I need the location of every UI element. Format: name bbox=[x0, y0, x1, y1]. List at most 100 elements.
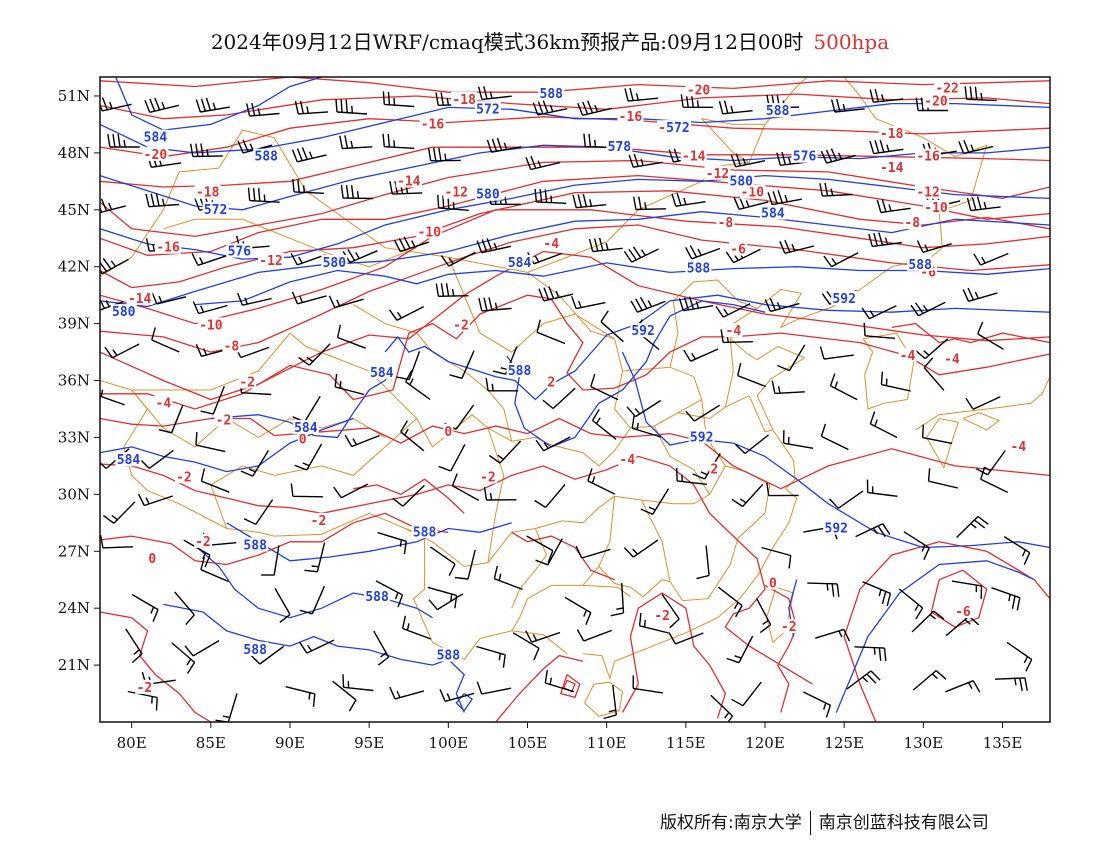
height-label: 580 bbox=[323, 256, 347, 271]
boundary-line bbox=[511, 528, 548, 609]
height-label-bg bbox=[664, 120, 691, 135]
height-label: 588 bbox=[243, 539, 267, 554]
height-label: 588 bbox=[508, 364, 532, 379]
wind-barb bbox=[779, 239, 815, 254]
wind-barb bbox=[393, 236, 430, 253]
height-label: 584 bbox=[761, 207, 785, 222]
boundary-line bbox=[163, 218, 417, 268]
height-label-bg bbox=[538, 86, 565, 101]
wind-barb bbox=[512, 632, 540, 661]
height-label: 588 bbox=[413, 525, 437, 540]
height-label: 584 bbox=[370, 366, 394, 381]
temperature-label: -18 bbox=[880, 127, 904, 142]
wind-barb bbox=[684, 245, 721, 260]
temperature-label: 0 bbox=[148, 552, 156, 567]
temperature-isoline bbox=[100, 146, 1050, 188]
temperature-label-bg bbox=[923, 199, 949, 214]
wind-barb bbox=[382, 133, 415, 149]
temperature-label-bg bbox=[478, 469, 497, 484]
wind-barb bbox=[623, 539, 659, 558]
height-label-bg bbox=[791, 148, 818, 163]
wind-barb bbox=[261, 545, 280, 576]
wind-barb bbox=[536, 319, 566, 345]
temperature-label: -2 bbox=[654, 609, 670, 624]
lon-tick-label: 130E bbox=[904, 734, 944, 752]
temperature-label-bg bbox=[767, 575, 778, 590]
contour-labels: -22-20-20-18-16-16-18-18-20-14-16-12-14-… bbox=[110, 80, 1028, 696]
temperature-label: -10 bbox=[741, 186, 765, 201]
temperature-label-bg bbox=[934, 80, 961, 95]
temperature-label: -12 bbox=[445, 186, 468, 201]
lon-tick-label: 80E bbox=[117, 734, 147, 752]
temperature-label: -4 bbox=[1011, 440, 1027, 455]
boundary-line bbox=[766, 586, 795, 644]
temperature-label: -2 bbox=[137, 681, 153, 696]
temperature-label: -2 bbox=[176, 470, 192, 485]
wind-barb bbox=[290, 483, 323, 498]
wind-barb bbox=[375, 580, 404, 608]
wind-barb bbox=[291, 147, 327, 163]
temperature-label-bg bbox=[126, 290, 153, 305]
lon-tick-label: 115E bbox=[666, 734, 706, 752]
temperature-label-bg bbox=[915, 184, 942, 199]
wind-barb bbox=[575, 545, 611, 559]
temperature-label-bg bbox=[147, 550, 158, 565]
lat-tick-label: 42N bbox=[58, 258, 90, 276]
height-label-bg bbox=[226, 243, 253, 258]
temperature-label-bg bbox=[193, 533, 212, 548]
wind-barb bbox=[962, 287, 998, 302]
wind-barb bbox=[994, 677, 1028, 692]
lat-tick-label: 24N bbox=[58, 599, 90, 617]
wind-barb bbox=[544, 670, 575, 693]
wind-barb bbox=[868, 232, 903, 248]
temperature-label: -20 bbox=[687, 83, 711, 98]
wind-barb bbox=[820, 423, 849, 451]
temperature-label-bg bbox=[878, 125, 905, 140]
wind-barb bbox=[377, 531, 407, 555]
temperature-label-bg bbox=[1009, 438, 1028, 453]
boundary-line bbox=[487, 427, 505, 563]
height-label: 584 bbox=[294, 421, 318, 436]
height-label: 592 bbox=[690, 430, 713, 445]
temperature-label-bg bbox=[724, 323, 743, 338]
lat-tick-label: 30N bbox=[58, 485, 90, 503]
lat-tick-label: 45N bbox=[58, 201, 90, 219]
wind-barb bbox=[911, 610, 945, 633]
wind-barb bbox=[151, 291, 187, 305]
temperature-label-bg bbox=[878, 160, 905, 175]
wind-barb bbox=[803, 691, 832, 718]
temperature-label: -14 bbox=[682, 150, 706, 165]
wind-barb bbox=[603, 685, 617, 720]
wind-barb bbox=[869, 139, 904, 155]
temperature-isoline bbox=[100, 294, 1050, 410]
wind-barb bbox=[782, 430, 814, 449]
wind-barb bbox=[755, 597, 772, 634]
temperature-label-bg bbox=[395, 173, 422, 188]
lat-tick-label: 33N bbox=[58, 428, 90, 446]
height-label: 588 bbox=[908, 258, 932, 273]
wind-barb bbox=[630, 296, 666, 313]
lat-tick-label: 21N bbox=[58, 656, 90, 674]
wind-barb bbox=[342, 674, 374, 692]
wind-barb bbox=[916, 240, 952, 253]
height-label-bg bbox=[321, 254, 348, 269]
wind-barb bbox=[339, 135, 373, 150]
temperature-isoline bbox=[621, 592, 727, 719]
temperature-isoline bbox=[100, 417, 1050, 490]
wind-barb bbox=[485, 377, 519, 392]
temperature-label: -16 bbox=[916, 150, 940, 165]
wind-barb bbox=[668, 632, 704, 645]
boundary-line bbox=[511, 496, 616, 632]
temperature-label-bg bbox=[194, 184, 221, 199]
height-label: 588 bbox=[766, 104, 790, 119]
temperature-isoline bbox=[353, 478, 465, 514]
temperature-label-bg bbox=[419, 116, 446, 131]
temperature-isoline bbox=[100, 190, 1050, 289]
wind-barb bbox=[910, 301, 946, 317]
boundary-line bbox=[641, 465, 771, 602]
height-label-bg bbox=[292, 419, 319, 434]
temperature-isoline bbox=[511, 531, 615, 581]
wind-barb bbox=[192, 301, 228, 315]
temperature-label-bg bbox=[451, 91, 478, 106]
wind-barb bbox=[476, 645, 506, 668]
